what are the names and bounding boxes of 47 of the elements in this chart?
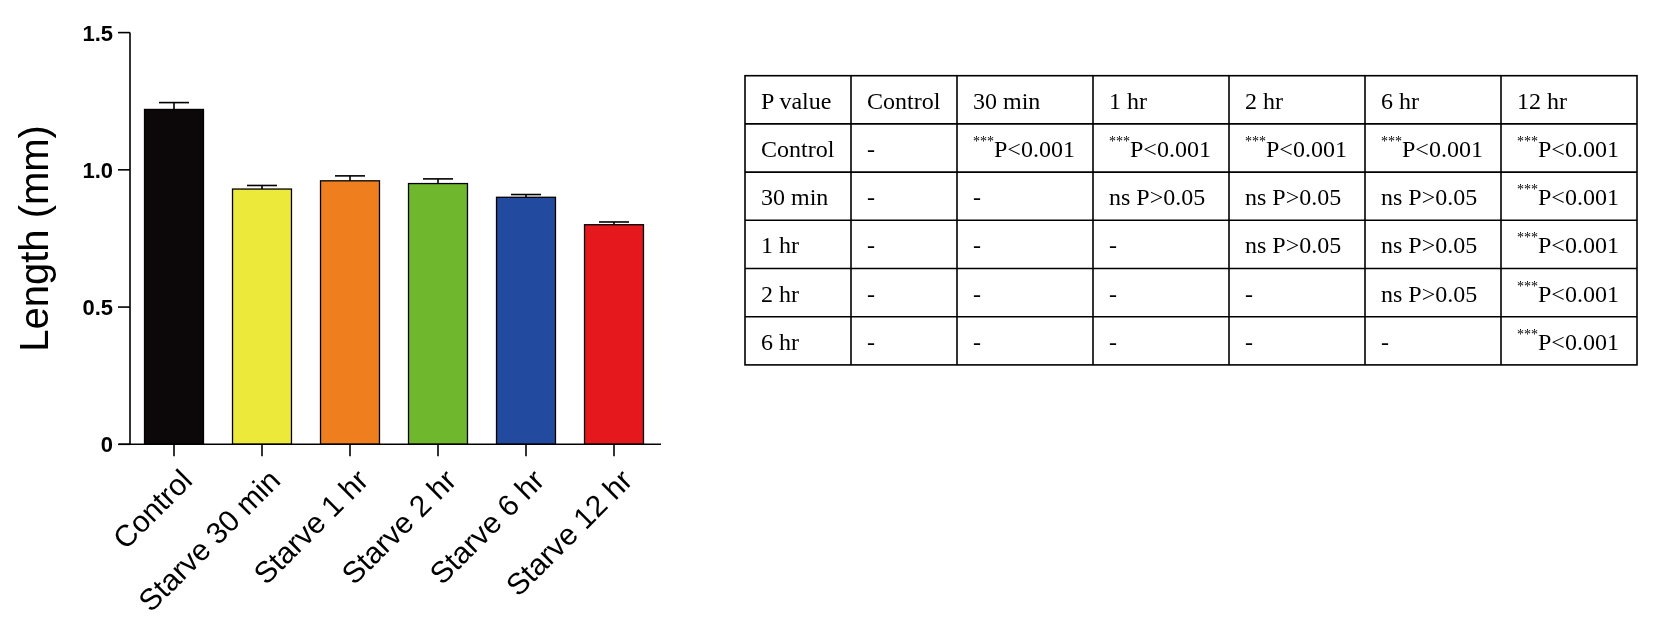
category-label: 30 min xyxy=(761,184,829,211)
text: ns P>0.05 xyxy=(1381,232,1478,259)
category-label: 6 hr xyxy=(761,328,799,355)
text: - xyxy=(867,280,875,307)
y-tick-label: 1.0 xyxy=(82,157,113,183)
category-label: 12 hr xyxy=(1517,87,1567,114)
text: ns P>0.05 xyxy=(1245,184,1342,211)
category-label: 30 min xyxy=(973,87,1041,114)
text: - xyxy=(1245,280,1253,307)
y-tick-label: 0 xyxy=(100,432,113,458)
text: $^{***}$P<0.001 xyxy=(1517,181,1619,211)
text: $^{***}$P<0.001 xyxy=(1517,230,1619,259)
text: ns P>0.05 xyxy=(1381,184,1478,211)
text: - xyxy=(867,232,875,259)
text: ns P>0.05 xyxy=(1245,232,1342,259)
text: ns P>0.05 xyxy=(1381,280,1478,307)
category-label: 2 hr xyxy=(1245,87,1283,114)
text: - xyxy=(973,328,981,355)
category-label: 2 hr xyxy=(761,280,799,307)
category-label: 1 hr xyxy=(1109,87,1147,114)
text: - xyxy=(867,135,875,162)
text: - xyxy=(973,280,981,307)
category-label: 6 hr xyxy=(1381,87,1419,114)
text: - xyxy=(867,328,875,355)
text: - xyxy=(1109,232,1117,259)
category-label: 1 hr xyxy=(761,232,799,259)
text: - xyxy=(1245,328,1253,355)
category-label: Control xyxy=(867,87,941,114)
y-tick-label: 0.5 xyxy=(82,294,113,320)
text: - xyxy=(973,184,981,211)
text: - xyxy=(867,184,875,211)
category-label: Control xyxy=(761,135,835,162)
text: ns P>0.05 xyxy=(1109,184,1206,211)
text: - xyxy=(1381,328,1389,355)
text: $^{***}$P<0.001 xyxy=(1381,133,1483,162)
text: P value xyxy=(761,87,832,114)
text: $^{***}$P<0.001 xyxy=(1517,326,1619,355)
text: $^{***}$P<0.001 xyxy=(1245,133,1347,162)
text: $^{***}$P<0.001 xyxy=(973,133,1075,162)
text: $^{***}$P<0.001 xyxy=(1109,133,1211,162)
text: $^{***}$P<0.001 xyxy=(1517,133,1619,162)
y-tick-label: 1.5 xyxy=(82,20,113,46)
y-axis-title: Length (mm) xyxy=(12,125,56,352)
text: - xyxy=(973,232,981,259)
text: - xyxy=(1109,280,1117,307)
text: $^{***}$P<0.001 xyxy=(1517,278,1619,307)
text: - xyxy=(1109,328,1117,355)
